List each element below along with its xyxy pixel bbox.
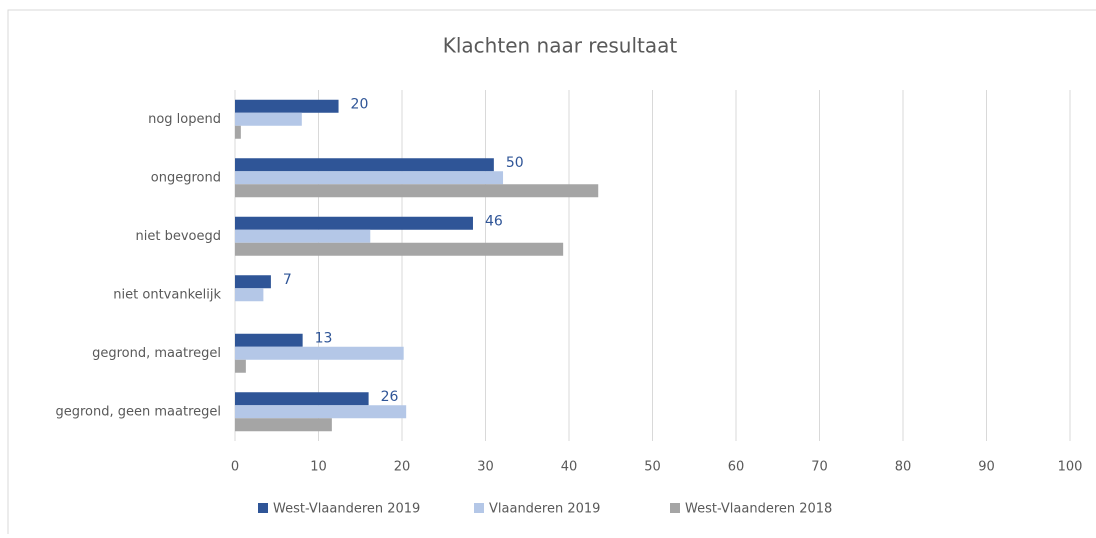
x-tick-label: 60 — [728, 460, 745, 475]
annotation: 13 — [315, 330, 333, 346]
x-tick-label: 80 — [895, 460, 912, 475]
bar — [235, 418, 332, 432]
legend-swatch — [474, 503, 484, 513]
bar — [235, 275, 271, 289]
bar — [235, 333, 303, 347]
bar — [235, 346, 404, 360]
x-tick-label: 0 — [231, 460, 239, 475]
x-tick-label: 20 — [394, 460, 411, 475]
chart-border — [7, 9, 1096, 538]
x-tick-label: 30 — [477, 460, 494, 475]
y-tick-label: niet bevoegd — [136, 229, 221, 244]
bar — [235, 184, 599, 198]
bar — [235, 405, 407, 419]
annotation: 20 — [351, 96, 369, 112]
bar — [235, 288, 264, 302]
bar — [235, 99, 339, 113]
y-tick-label: niet ontvankelijk — [113, 287, 221, 302]
x-tick-label: 70 — [811, 460, 828, 475]
x-tick-label: 10 — [310, 460, 327, 475]
y-tick-label: gegrond, geen maatregel — [55, 404, 221, 419]
bar — [235, 112, 302, 126]
chart-title: Klachten naar resultaat — [443, 34, 678, 58]
bar — [235, 229, 371, 243]
x-tick-label: 90 — [978, 460, 995, 475]
bar — [235, 125, 241, 139]
x-tick-label: 40 — [561, 460, 578, 475]
bar — [235, 242, 564, 256]
annotation: 7 — [283, 272, 292, 288]
legend-swatch — [670, 503, 680, 513]
y-tick-label: nog lopend — [148, 112, 221, 127]
bar — [235, 171, 504, 185]
legend-swatch — [258, 503, 268, 513]
annotation: 46 — [485, 213, 503, 229]
annotation: 26 — [381, 389, 399, 405]
bar — [235, 359, 246, 373]
legend-label: Vlaanderen 2019 — [489, 502, 600, 517]
bar — [235, 392, 369, 406]
y-tick-label: gegrond, maatregel — [92, 346, 221, 361]
bar — [235, 158, 494, 172]
x-tick-label: 50 — [644, 460, 661, 475]
x-tick-label: 100 — [1058, 460, 1083, 475]
y-tick-label: ongegrond — [151, 170, 221, 185]
legend-label: West-Vlaanderen 2019 — [273, 502, 420, 517]
bar — [235, 216, 473, 230]
legend-label: West-Vlaanderen 2018 — [685, 502, 832, 517]
annotation: 50 — [506, 155, 524, 171]
